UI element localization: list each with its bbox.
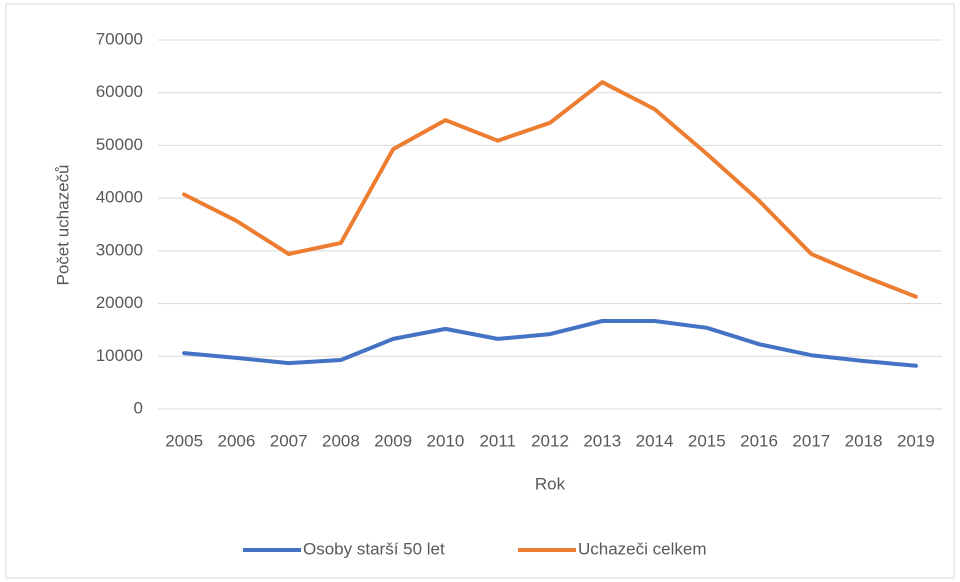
x-tick-label: 2012 (531, 431, 569, 450)
y-tick-label: 70000 (96, 29, 143, 48)
x-tick-label: 2005 (165, 431, 203, 450)
x-tick-label: 2010 (427, 431, 465, 450)
y-tick-label: 0 (134, 398, 143, 417)
x-tick-label: 2018 (845, 431, 883, 450)
y-tick-label: 10000 (96, 346, 143, 365)
y-axis-title: Počet uchazečů (53, 165, 72, 286)
chart-frame (5, 3, 955, 579)
x-tick-label: 2011 (479, 431, 516, 450)
y-tick-label: 50000 (96, 135, 143, 154)
series-line (182, 80, 918, 299)
x-tick-label: 2017 (792, 431, 830, 450)
legend-label: Osoby starší 50 let (303, 539, 445, 558)
x-axis-title: Rok (535, 474, 566, 493)
y-tick-label: 40000 (96, 188, 143, 207)
x-tick-label: 2009 (374, 431, 412, 450)
x-tick-label: 2006 (217, 431, 255, 450)
x-tick-label: 2007 (270, 431, 308, 450)
y-tick-label: 30000 (96, 240, 143, 259)
y-tick-label: 20000 (96, 293, 143, 312)
x-tick-label: 2008 (322, 431, 360, 450)
x-tick-label: 2019 (897, 431, 935, 450)
x-tick-label: 2015 (688, 431, 726, 450)
x-tick-label: 2014 (636, 431, 674, 450)
y-tick-label: 60000 (96, 82, 143, 101)
x-tick-label: 2013 (583, 431, 621, 450)
legend-label: Uchazeči celkem (578, 539, 707, 558)
series-line (182, 319, 918, 368)
x-tick-label: 2016 (740, 431, 778, 450)
